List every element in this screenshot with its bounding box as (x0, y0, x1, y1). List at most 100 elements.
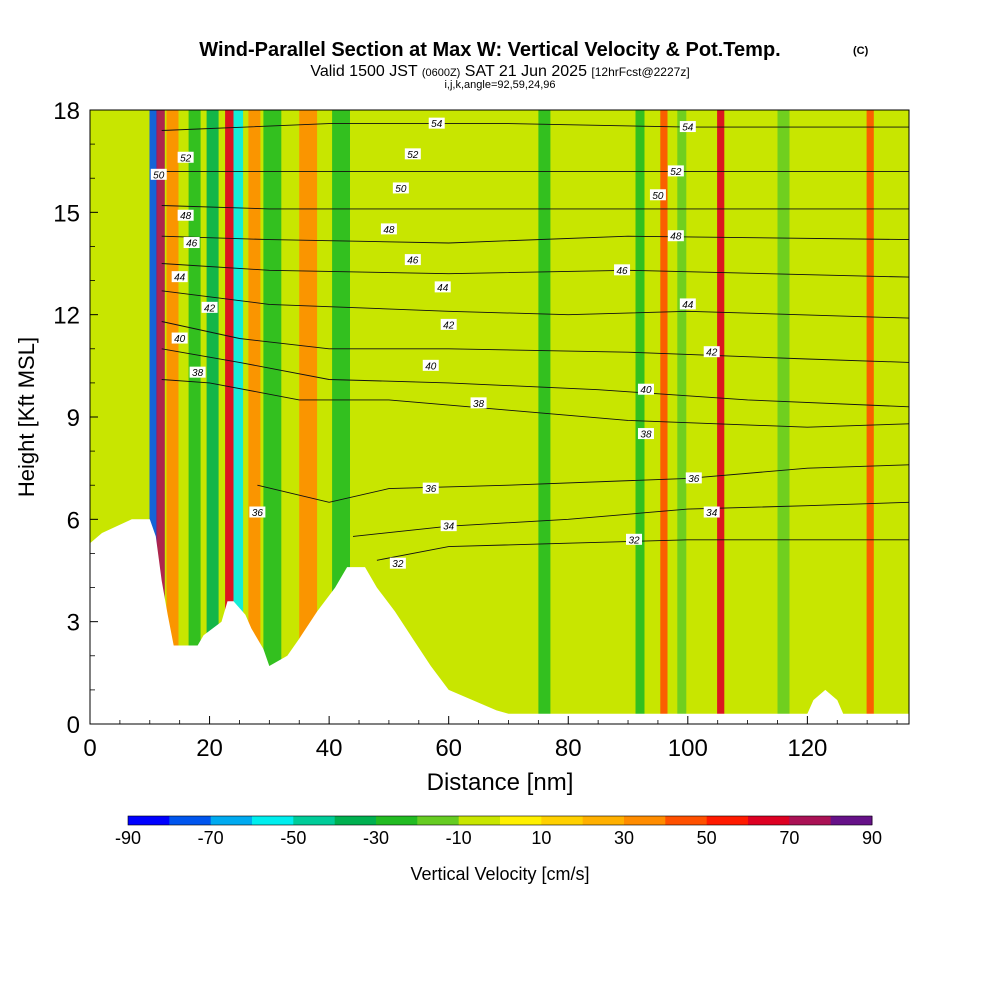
x-tick-label: 40 (316, 735, 343, 762)
subtitle-utc: (0600Z) (422, 67, 461, 79)
colorbar-swatch (169, 816, 212, 825)
contour-label: 38 (192, 368, 204, 379)
contour-label-bg (434, 281, 451, 293)
contour-label-bg (422, 359, 439, 371)
contour-label-bg (440, 520, 457, 532)
contour-label: 36 (425, 484, 437, 495)
contour-label-bg (171, 271, 188, 283)
contour-label-bg (201, 301, 218, 313)
contour-label: 46 (616, 266, 628, 277)
contour-label: 38 (473, 399, 485, 410)
velocity-column (299, 110, 318, 724)
contour-label: 48 (670, 232, 682, 243)
velocity-column (660, 110, 668, 724)
x-tick-label: 100 (668, 735, 708, 762)
chart-title-mark: (C) (853, 45, 869, 57)
x-tick-label: 60 (435, 735, 462, 762)
y-tick-label: 9 (67, 405, 80, 432)
y-axis-label: Height [Kft MSL] (14, 337, 39, 497)
velocity-column (248, 110, 261, 724)
velocity-column (538, 110, 551, 724)
colorbar-swatch (458, 816, 501, 825)
y-tick-label: 15 (53, 200, 80, 227)
contour-label-bg (389, 557, 406, 569)
contour-label-bg (249, 506, 266, 518)
colorbar-frame (127, 815, 873, 826)
chart-subtitle-indices: i,j,k,angle=92,59,24,96 (444, 79, 555, 91)
contour-label: 44 (682, 300, 694, 311)
colorbar-tick-label: -10 (446, 828, 472, 848)
colorbar-swatch (376, 816, 418, 825)
contour-label-bg (637, 428, 654, 440)
colorbar-swatch (417, 816, 460, 825)
velocity-field (149, 110, 874, 724)
isentrope-line (352, 501, 909, 537)
colorbar-swatch (334, 816, 377, 825)
isentrope-line (161, 263, 909, 278)
colorbar-swatch (128, 816, 170, 825)
contour-label-bg (703, 506, 720, 518)
colorbar-swatch (500, 816, 542, 825)
y-tick-label: 6 (67, 507, 80, 534)
contour-label: 40 (174, 334, 186, 345)
contour-label-bg (667, 230, 684, 242)
contour-label-bg (440, 318, 457, 330)
chart-title: Wind-Parallel Section at Max W: Vertical… (199, 39, 780, 61)
contour-label: 42 (443, 320, 455, 331)
contour-label: 54 (431, 119, 443, 130)
colorbar-tick-label: 30 (614, 828, 634, 848)
x-tick-label: 80 (555, 735, 582, 762)
contour-label: 54 (682, 123, 694, 134)
contour-label: 40 (425, 361, 437, 372)
contour-label: 50 (153, 170, 165, 181)
contour-label: 34 (706, 508, 718, 519)
contour-label-bg (380, 223, 397, 235)
colorbar-swatch (252, 816, 294, 825)
x-tick-label: 0 (83, 735, 96, 762)
x-tick-label: 120 (787, 735, 827, 762)
contour-labels: 54 54 52 52 52 50 50 50 48 48 48 46 46 46 44 44 44 42 42 42… (150, 117, 720, 570)
contour-label: 36 (688, 474, 700, 485)
contour-label: 42 (706, 348, 718, 359)
isentrope-line (161, 290, 909, 319)
contour-label-bg (404, 254, 421, 266)
velocity-column (677, 110, 687, 724)
isentrope-line (161, 205, 909, 210)
contour-label: 48 (180, 211, 192, 222)
isentrope-line (161, 123, 909, 131)
colorbar-tick-label: -30 (363, 828, 389, 848)
colorbar: -90 -70 -50 -30 -10 10 30 50 70 90 (115, 815, 882, 848)
velocity-column (149, 110, 158, 724)
potential-temperature-contours (161, 123, 909, 561)
contour-label-bg (392, 182, 409, 194)
velocity-column (635, 110, 645, 724)
contour-label: 48 (383, 225, 395, 236)
contour-label-bg (470, 397, 487, 409)
contour-label-bg (626, 533, 643, 545)
contour-label: 40 (640, 385, 652, 396)
colorbar-swatch (665, 816, 708, 825)
colorbar-swatch (210, 816, 253, 825)
contour-label-bg (685, 472, 702, 484)
velocity-column (233, 110, 244, 724)
x-tick-label: 20 (196, 735, 223, 762)
colorbar-tick-label: 10 (531, 828, 551, 848)
colorbar-tick-label: -50 (280, 828, 306, 848)
contour-label-bg (637, 383, 654, 395)
y-tick-label: 3 (67, 610, 80, 637)
colorbar-swatch (541, 816, 584, 825)
velocity-column (263, 110, 282, 724)
contour-label: 32 (628, 535, 640, 546)
contour-label-bg (703, 346, 720, 358)
isentrope-line (161, 348, 909, 408)
isentrope-line (161, 379, 909, 428)
isentrope-line (161, 235, 909, 244)
contour-label-bg (189, 366, 206, 378)
subtitle-date: SAT 21 Jun 2025 (465, 63, 587, 80)
contour-label: 52 (670, 167, 682, 178)
contour-label-bg (422, 482, 439, 494)
velocity-column (156, 110, 165, 724)
colorbar-tick-label: -90 (115, 828, 141, 848)
